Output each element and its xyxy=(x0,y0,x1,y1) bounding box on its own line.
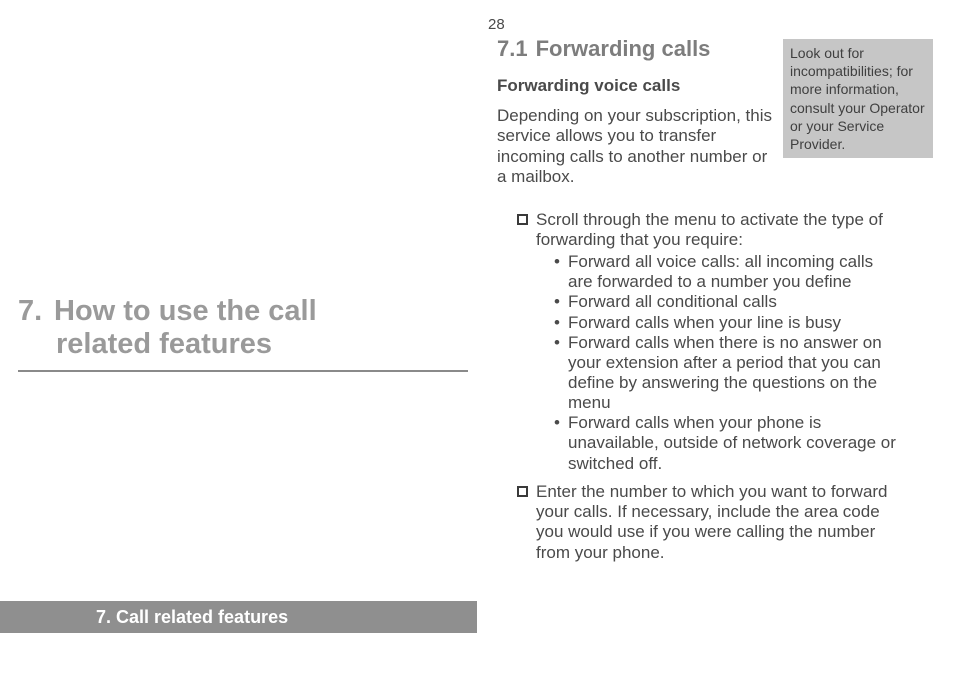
sub-list-text: Forward calls when your phone is unavail… xyxy=(568,413,897,473)
page: 28 7.How to use the call related feature… xyxy=(0,0,954,677)
chapter-title-line2: related features xyxy=(18,328,468,361)
chapter-number: 7. xyxy=(18,295,54,328)
sub-list-item: • Forward calls when there is no answer … xyxy=(554,333,897,413)
sub-list-text: Forward calls when your line is busy xyxy=(568,313,841,333)
dot-bullet-icon: • xyxy=(554,252,568,272)
instruction-list: Scroll through the menu to activate the … xyxy=(497,210,897,564)
square-bullet-icon xyxy=(517,486,528,497)
section-number: 7.1 xyxy=(497,36,528,61)
dot-bullet-icon: • xyxy=(554,292,568,312)
dot-bullet-icon: • xyxy=(554,413,568,433)
footer-text: 7. Call related features xyxy=(96,607,288,628)
sub-list-text: Forward calls when there is no answer on… xyxy=(568,333,897,413)
list-item-text: Enter the number to which you want to fo… xyxy=(536,482,897,564)
dot-bullet-icon: • xyxy=(554,333,568,353)
sub-list-item: • Forward all voice calls: all incoming … xyxy=(554,252,897,292)
list-item-text: Scroll through the menu to activate the … xyxy=(536,210,897,251)
left-column: 7.How to use the call related features xyxy=(18,295,468,372)
chapter-title-line1: How to use the call xyxy=(54,295,317,327)
page-number: 28 xyxy=(488,16,505,33)
sub-list-item: • Forward calls when your line is busy xyxy=(554,313,897,333)
square-bullet-icon xyxy=(517,214,528,225)
chapter-title: 7.How to use the call related features xyxy=(18,295,468,372)
sub-list: • Forward all voice calls: all incoming … xyxy=(536,252,897,473)
intro-paragraph: Depending on your subscription, this ser… xyxy=(497,106,775,188)
sub-list-item: • Forward calls when your phone is unava… xyxy=(554,413,897,473)
sub-list-item: • Forward all conditional calls xyxy=(554,292,897,312)
sub-list-text: Forward all voice calls: all incoming ca… xyxy=(568,252,897,292)
note-box: Look out for incompatibilities; for more… xyxy=(783,39,933,158)
sub-list-text: Forward all conditional calls xyxy=(568,292,777,312)
list-item: Enter the number to which you want to fo… xyxy=(517,482,897,564)
section-title: Forwarding calls xyxy=(536,36,711,61)
dot-bullet-icon: • xyxy=(554,313,568,333)
footer-bar: 7. Call related features xyxy=(0,601,477,633)
list-item: Scroll through the menu to activate the … xyxy=(517,210,897,474)
